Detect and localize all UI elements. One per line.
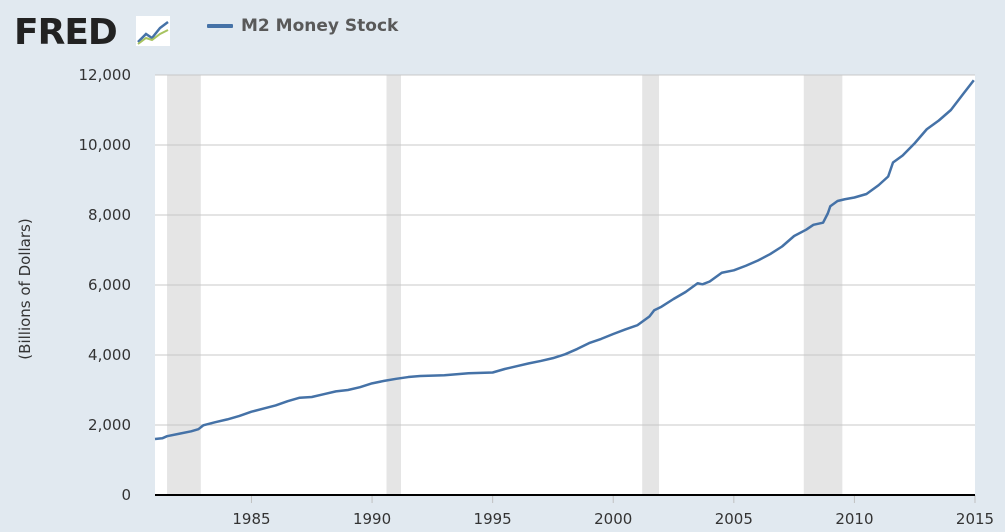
y-tick-label: 12,000 [79, 66, 132, 84]
legend-swatch [207, 24, 233, 28]
gridlines [155, 74, 975, 426]
series-line-m2-money-stock [154, 79, 975, 441]
y-tick-label: 6,000 [88, 276, 131, 294]
fred-logo-text: FRED [14, 12, 117, 50]
legend: M2 Money Stock [207, 16, 398, 36]
x-tick-label: 1995 [474, 510, 512, 528]
y-tick-label: 0 [121, 486, 131, 504]
y-tick-label: 4,000 [88, 346, 131, 364]
fred-logo-graph-icon [136, 16, 170, 46]
x-tick-label: 2005 [715, 510, 753, 528]
x-tick-label: 2015 [956, 510, 994, 528]
y-tick-label: 8,000 [88, 206, 131, 224]
x-tick-label: 2010 [835, 510, 873, 528]
y-tick-label: 10,000 [79, 136, 132, 154]
x-tick-label: 1990 [353, 510, 391, 528]
legend-series-name: M2 Money Stock [241, 16, 399, 36]
x-tick-label: 1985 [232, 510, 270, 528]
y-axis-title: (Billions of Dollars) [16, 218, 34, 359]
fred-logo: FRED [14, 12, 170, 50]
y-axis-ticks: 0 2,000 4,000 6,000 8,000 10,000 12,000 [79, 66, 132, 504]
y-tick-label: 2,000 [88, 416, 131, 434]
x-tick-label: 2000 [594, 510, 632, 528]
x-axis-ticks: 1985 1990 1995 2000 2005 2010 2015 [232, 495, 994, 528]
